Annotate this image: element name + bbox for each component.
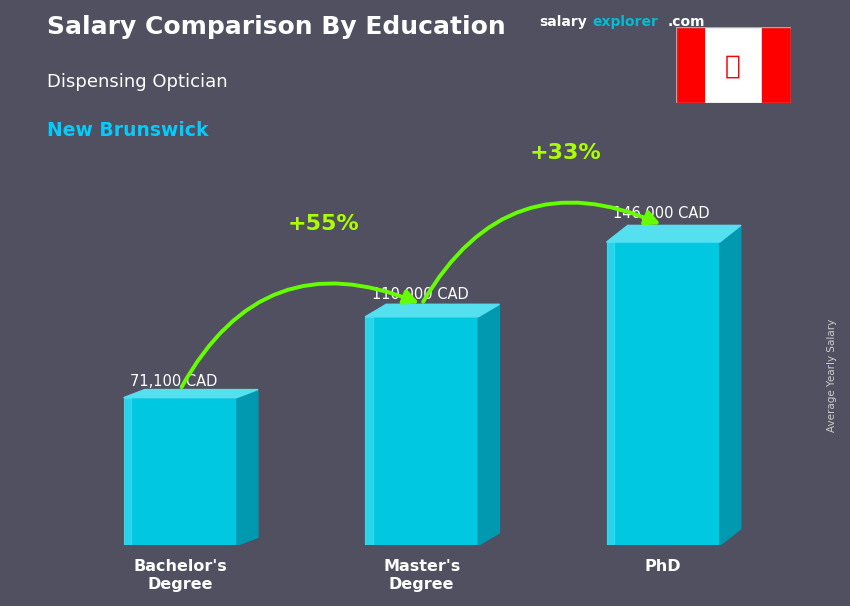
Bar <box>123 398 237 545</box>
Text: 146,000 CAD: 146,000 CAD <box>614 206 710 221</box>
Text: +55%: +55% <box>288 215 360 235</box>
Polygon shape <box>607 242 614 545</box>
Text: 110,000 CAD: 110,000 CAD <box>372 287 468 302</box>
Text: 71,100 CAD: 71,100 CAD <box>130 374 218 389</box>
Bar <box>762 27 790 103</box>
Polygon shape <box>366 533 500 545</box>
Text: Dispensing Optician: Dispensing Optician <box>47 73 227 91</box>
Bar <box>676 27 705 103</box>
Polygon shape <box>607 225 741 242</box>
Text: Average Yearly Salary: Average Yearly Salary <box>827 319 837 432</box>
Text: explorer: explorer <box>592 15 658 29</box>
Text: 🍁: 🍁 <box>725 54 741 80</box>
Bar <box>607 242 720 545</box>
Polygon shape <box>720 225 741 545</box>
Polygon shape <box>123 390 258 398</box>
Text: .com: .com <box>667 15 705 29</box>
Polygon shape <box>237 390 258 545</box>
Text: +33%: +33% <box>530 142 601 162</box>
Text: New Brunswick: New Brunswick <box>47 121 208 140</box>
Text: Salary Comparison By Education: Salary Comparison By Education <box>47 15 506 39</box>
Polygon shape <box>123 398 131 545</box>
Polygon shape <box>607 528 741 545</box>
Polygon shape <box>123 538 258 545</box>
Bar <box>366 317 479 545</box>
Polygon shape <box>479 304 500 545</box>
Polygon shape <box>366 304 500 317</box>
Polygon shape <box>366 317 372 545</box>
Text: salary: salary <box>540 15 587 29</box>
